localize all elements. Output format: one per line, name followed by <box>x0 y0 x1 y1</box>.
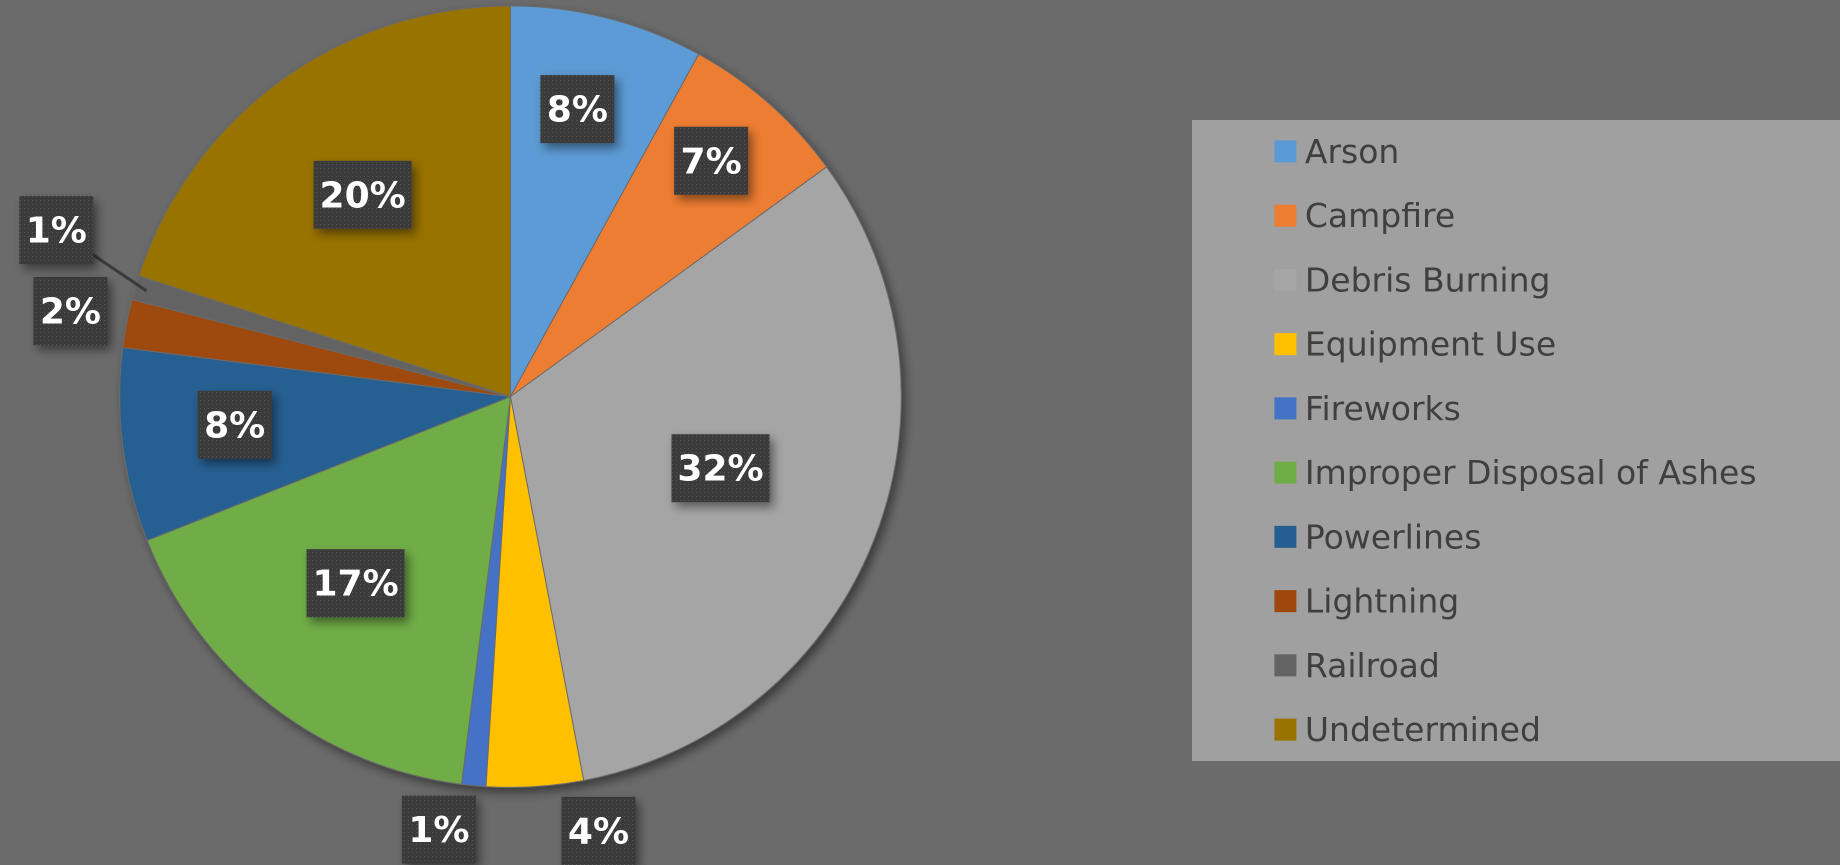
data-label-box <box>674 126 749 195</box>
legend-swatch <box>1274 204 1297 227</box>
legend-swatch <box>1274 654 1297 677</box>
data-label: 4% <box>568 811 629 852</box>
legend-label: Improper Disposal of Ashes <box>1305 453 1757 492</box>
data-label-box <box>33 276 108 345</box>
legend-label: Fireworks <box>1305 389 1461 428</box>
data-label: 8% <box>547 90 608 131</box>
legend-swatch <box>1274 718 1297 741</box>
legend-swatch <box>1274 461 1297 484</box>
legend-swatch <box>1274 397 1297 420</box>
data-label: 17% <box>312 564 398 605</box>
data-label: 1% <box>26 211 87 252</box>
legend-swatch <box>1274 590 1297 613</box>
legend-label: Campfire <box>1305 196 1455 235</box>
legend-label: Powerlines <box>1305 517 1482 556</box>
legend-swatch <box>1274 268 1297 291</box>
data-label-box <box>19 196 94 264</box>
pie <box>119 5 902 788</box>
legend-swatch <box>1274 140 1297 163</box>
data-label: 32% <box>677 449 763 490</box>
legend-swatch <box>1274 333 1297 356</box>
legend-label: Arson <box>1305 132 1399 171</box>
legend-swatch <box>1274 525 1297 548</box>
data-label: 20% <box>320 175 406 216</box>
data-label-box <box>401 795 476 864</box>
legend-box <box>1192 120 1840 761</box>
data-label-box <box>540 75 615 144</box>
data-label-box <box>561 796 636 865</box>
data-label-box <box>197 390 272 459</box>
legend-label: Debris Burning <box>1305 260 1551 299</box>
legend-label: Equipment Use <box>1305 325 1556 364</box>
legend-label: Undetermined <box>1305 710 1541 749</box>
data-label-box <box>671 434 770 503</box>
data-label-box <box>313 160 412 229</box>
data-label: 7% <box>681 141 742 182</box>
legend-label: Lightning <box>1305 582 1459 621</box>
legend-label: Railroad <box>1305 646 1440 685</box>
data-label: 2% <box>40 291 101 332</box>
data-label-box <box>306 549 405 618</box>
data-label: 1% <box>408 810 469 851</box>
data-label: 8% <box>204 405 265 446</box>
